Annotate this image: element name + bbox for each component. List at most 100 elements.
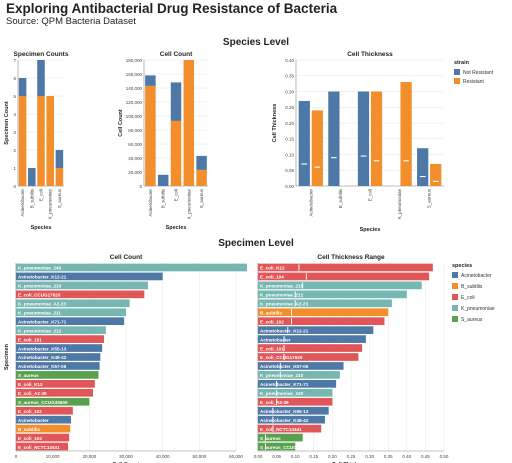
bar-resistant-s-aureus [55,168,64,186]
chart-title: Cell Count [110,254,143,261]
x-tick-label: 0.35 [384,454,393,459]
bar-acinetobacter-k48-42 [258,415,325,424]
bar-label: S_aureus_CCUG35600 [18,400,68,405]
bar-k-pneumoniae-210 [258,371,340,379]
bar-e-coli-k12 [258,263,433,272]
bar-label: K_pneumoniae_240 [18,266,62,271]
page-subtitle: Source: QPM Bacteria Dataset [6,16,136,27]
chart-specimen_cell_count: Cell Count 0 10,000 20,000 30,000 40,000 50,00… [4,254,247,463]
x-tick-label: Acinetobacter [148,189,153,217]
y-tick-label: 0.25 [285,105,294,110]
x-tick-label: K_pneumoniae [397,189,402,220]
legend-swatch [452,294,458,300]
y-axis-title: Specimen [4,343,10,370]
bar-label: K_pneumoniae_210 [18,284,62,289]
bar-k-pneumoniae-240 [16,263,247,272]
bar-e-coli-k12 [16,380,95,388]
bar-resistant-e-coli [37,96,45,186]
y-tick-label: 80,000 [128,128,142,133]
chart-title: Cell Count [160,51,193,58]
bar-resistant-acinetobacter [18,96,27,186]
bar-k-pneumoniae-a2-23 [16,299,130,308]
x-tick-label: 0.10 [291,454,300,459]
bar-label: Acinetobacter_K71-71 [260,382,309,387]
x-tick-label: B_subtilis [338,188,343,208]
bar-label: K_pneumoniae_240 [260,391,304,396]
bar-not-resistant-acinetobacter [18,78,27,96]
y-tick-label: 160,000 [126,72,143,77]
bar-label: Acinetobacter_K71-71 [18,319,67,324]
y-tick-label: 0.05 [285,168,294,173]
x-tick-label: 10,000 [46,454,60,459]
legend-label: K_pneumoniae [461,306,495,312]
bar-not-resistant-s-aureus [55,150,64,168]
bar-label: E_coli_A2-39 [18,391,47,396]
bar-not-resistant-b-subtilis [328,91,340,186]
x-tick-label: 60,000 [229,454,243,459]
x-axis-title: Species [31,225,52,231]
y-tick-label: 0.35 [285,74,294,79]
legend-label: S_aureus [461,317,483,323]
bar-label: Acinetobacter_K57-06 [18,364,67,369]
x-tick-label: K_pneumoniae [186,189,191,220]
y-tick-label: 4 [13,112,16,117]
y-tick-label: 0.40 [285,58,294,63]
legend-swatch [454,69,460,75]
x-tick-label: 0.40 [402,454,411,459]
bar-acinetobacter-k57-06 [258,362,344,370]
bar-acinetobacter-k55-13 [258,406,329,415]
y-tick-label: 180,000 [126,58,143,63]
y-tick-label: 7 [13,58,16,63]
chart-title: Cell Thickness [347,51,393,58]
bar-label: K_pneumoniae_212 [260,293,304,298]
bar-acinetobacter-k12-21 [258,326,374,334]
y-tick-label: 40,000 [128,156,142,161]
y-tick-label: 120,000 [126,100,143,105]
y-tick-label: 60,000 [128,142,142,147]
legend-swatch [452,316,458,322]
bar-label: E_coli_NCTC13441 [260,427,302,432]
bar-label: E_coli_CCUG17620 [260,355,303,360]
bar-e-coli-ccug17620 [16,290,145,299]
x-tick-label: E_coli [39,189,44,201]
bar-not-resistant-e-coli [170,82,182,121]
chart-title: Cell Thickness Range [317,254,385,261]
x-tick-label: S_aureus [57,188,62,208]
x-tick-label: Acinetobacter [20,189,25,217]
bar-not-resistant-e-coli [357,91,370,186]
bar-e-coli-102 [16,406,73,415]
x-tick-label: 0.00 [254,454,263,459]
bar-label: E_coli_CCUG17620 [18,293,61,298]
bar-label: S_aureus [260,436,281,441]
bar-label: Acinetobacter_K55-13 [260,409,309,414]
bar-label: B_subtilis [18,427,40,432]
bar-label: Acinetobacter_K55-13 [18,346,67,351]
bar-k-pneumoniae-240 [258,388,333,397]
bar-s-aureus [258,433,303,442]
bar-resistant-s-aureus [430,163,442,186]
bar-e-coli-nctc13441 [16,442,69,451]
bar-resistant-k-pneumoniae [400,82,412,186]
y-tick-label: 6 [13,76,16,81]
bar-k-pneumoniae-211 [258,281,422,290]
bar-label: E_coli_K12 [260,266,285,271]
bar-label: E_coli_101 [18,337,42,342]
bar-label: K_pneumoniae_211 [18,310,61,315]
bar-s-aureus-ccug35600 [16,397,90,406]
bar-not-resistant-e-coli [37,60,45,96]
y-tick-label: 0.10 [285,152,294,157]
y-axis-title: Cell Count [118,109,124,137]
bar-acinetobacter-k71-71 [16,317,125,326]
y-axis-title: Specimen Count [4,101,10,145]
bar-k-pneumoniae-a2-23 [258,299,392,308]
bar-s-aureus-ccug35600 [258,442,296,451]
legend-swatch [452,272,458,278]
y-tick-label: 1 [13,166,16,171]
bar-label: Acinetobacter [260,337,291,342]
x-tick-label: K_pneumoniae [48,189,53,220]
x-tick-label: S_aureus [427,188,432,208]
x-tick-label: 0.30 [365,454,374,459]
x-axis-title: Species [166,225,187,231]
bar-not-resistant-acinetobacter [145,75,156,86]
